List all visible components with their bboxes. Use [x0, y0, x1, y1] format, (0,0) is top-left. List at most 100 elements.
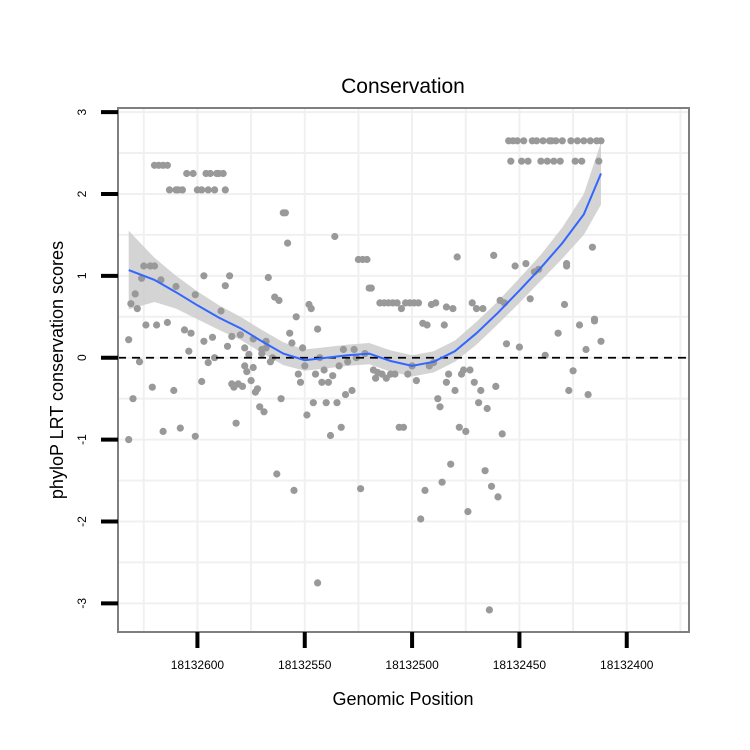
data-point — [440, 321, 448, 329]
data-point — [189, 169, 197, 178]
data-point — [423, 321, 431, 329]
data-point — [337, 423, 345, 431]
data-point — [367, 284, 375, 292]
data-point — [558, 137, 566, 145]
data-point — [221, 186, 229, 194]
x-tick-label: 18132400 — [600, 658, 654, 672]
data-point — [303, 411, 311, 419]
data-point — [150, 262, 159, 270]
data-point — [533, 137, 541, 145]
data-point — [432, 299, 440, 307]
data-point — [228, 332, 236, 340]
data-point — [481, 467, 489, 475]
data-point — [309, 399, 317, 407]
smooth-line-group — [128, 173, 602, 367]
data-point — [515, 343, 524, 351]
data-point — [518, 157, 526, 165]
data-point — [391, 370, 399, 378]
data-point — [537, 157, 545, 165]
data-point — [307, 305, 315, 313]
data-point — [485, 606, 493, 614]
data-point — [490, 251, 498, 259]
data-point — [320, 366, 328, 374]
data-point — [200, 337, 208, 345]
data-point — [445, 370, 453, 378]
data-point — [513, 137, 521, 145]
data-point — [163, 318, 171, 327]
data-point — [314, 579, 322, 587]
data-point — [127, 300, 135, 308]
data-point — [466, 366, 474, 374]
data-point — [412, 377, 420, 385]
data-point — [200, 272, 208, 280]
data-point — [322, 399, 330, 407]
data-point — [264, 273, 272, 282]
data-point — [462, 427, 470, 435]
data-point — [569, 367, 577, 375]
data-point — [331, 232, 339, 241]
data-point — [170, 386, 178, 395]
x-axis-label: Genomic Position — [332, 689, 473, 709]
data-point — [451, 386, 459, 395]
data-point — [187, 329, 195, 337]
data-point — [492, 382, 500, 390]
data-point — [341, 391, 350, 399]
data-point — [372, 374, 380, 382]
data-point — [238, 382, 247, 390]
data-point — [245, 350, 253, 358]
data-point — [133, 305, 141, 313]
data-point — [554, 329, 562, 337]
data-point — [442, 378, 450, 386]
data-point — [449, 305, 457, 313]
data-point — [281, 209, 289, 217]
data-point — [125, 336, 133, 344]
data-point — [256, 403, 264, 411]
data-point — [350, 345, 358, 354]
x-tick-label: 18132600 — [171, 658, 225, 672]
data-point — [597, 137, 605, 145]
data-point — [464, 508, 472, 516]
y-tick-label: -2 — [75, 516, 89, 527]
x-tick-label: 18132500 — [385, 658, 439, 672]
data-point — [460, 366, 468, 374]
data-point — [301, 362, 309, 370]
data-point — [339, 345, 347, 354]
data-point — [335, 362, 343, 370]
data-point — [414, 299, 423, 307]
data-point — [436, 403, 444, 411]
data-point — [524, 157, 532, 165]
x-tick-label: 18132450 — [493, 658, 547, 672]
confidence-band — [128, 142, 601, 377]
data-point — [131, 290, 139, 298]
data-point — [348, 386, 356, 395]
data-point — [236, 331, 244, 339]
data-point — [296, 378, 305, 386]
data-point — [211, 354, 219, 362]
data-point — [153, 321, 161, 329]
data-point — [165, 186, 174, 194]
data-point — [324, 378, 332, 386]
data-point — [163, 161, 171, 169]
data-point — [479, 305, 487, 313]
data-point — [262, 344, 270, 352]
data-point — [507, 157, 515, 165]
data-point — [586, 137, 594, 145]
data-point — [580, 137, 588, 145]
data-point — [399, 423, 408, 431]
y-tick-label: 3 — [75, 108, 89, 115]
data-point — [550, 157, 558, 165]
data-point — [590, 315, 599, 323]
data-point — [223, 342, 232, 350]
data-point — [453, 253, 461, 261]
data-point — [208, 333, 217, 341]
data-point — [526, 295, 534, 303]
data-point — [494, 493, 502, 501]
data-point — [455, 423, 463, 431]
data-point — [294, 370, 302, 378]
data-point — [582, 345, 590, 354]
y-tick-label: 1 — [75, 272, 89, 279]
data-point — [129, 395, 137, 403]
data-point — [397, 305, 405, 313]
data-point — [204, 359, 212, 367]
y-tick-label: 0 — [75, 354, 89, 361]
